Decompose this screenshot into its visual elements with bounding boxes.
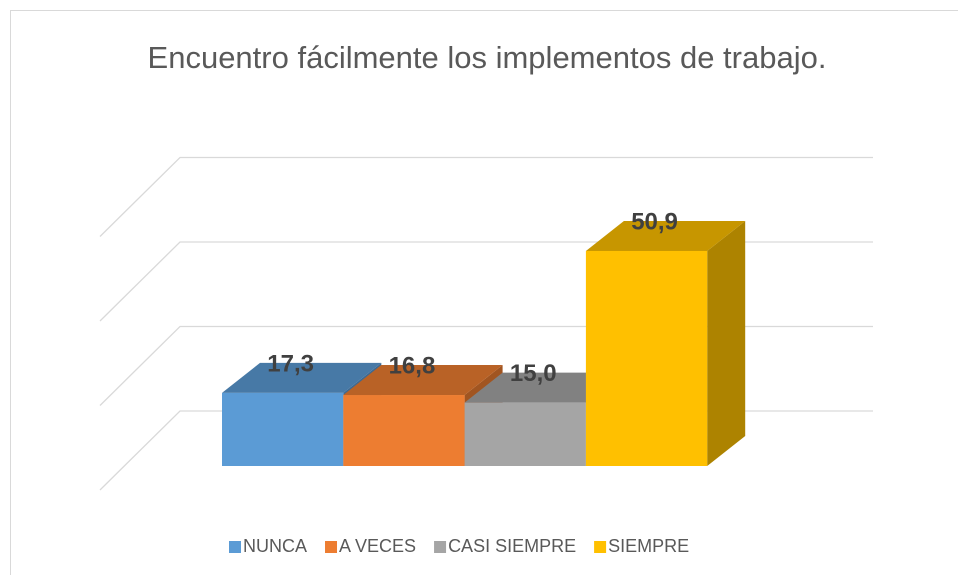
bar — [585, 250, 708, 466]
value-label: 16,8 — [389, 352, 436, 379]
value-label: 50,9 — [631, 208, 678, 235]
bar — [464, 402, 586, 466]
legend-label: A VECES — [339, 536, 416, 556]
legend-swatch — [594, 541, 607, 553]
legend-label: SIEMPRE — [608, 536, 689, 556]
value-label: 15,0 — [510, 360, 557, 387]
legend-label: CASI SIEMPRE — [448, 536, 576, 556]
grid-line — [99, 156, 873, 237]
bar-top — [464, 372, 624, 403]
value-label: 17,3 — [267, 350, 314, 377]
legend-swatch — [434, 541, 447, 553]
bar — [343, 395, 465, 466]
legend-swatch — [325, 541, 338, 553]
bar-top — [343, 365, 503, 396]
legend-label: NUNCA — [243, 536, 307, 556]
chart-title: Encuentro fácilmente los implementos de … — [147, 40, 827, 75]
bar-top — [585, 220, 746, 251]
legend-swatch — [229, 541, 241, 553]
grid-line — [99, 241, 873, 322]
bar-side — [707, 220, 746, 466]
bar-top — [222, 362, 382, 393]
chart-border — [10, 10, 958, 575]
bar — [222, 392, 344, 466]
